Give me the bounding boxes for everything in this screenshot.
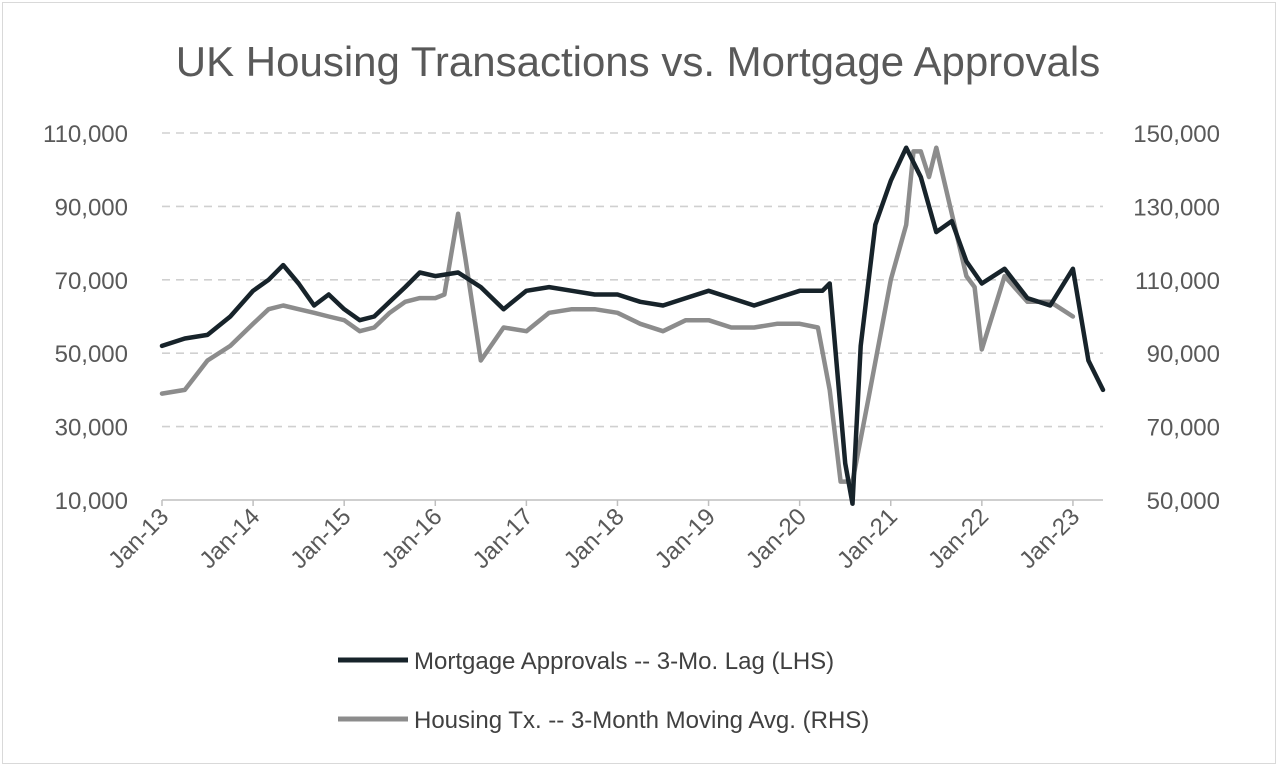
x-tick-label: Jan-15: [285, 503, 356, 574]
x-tick-label: Jan-14: [194, 503, 265, 574]
right-tick-label: 70,000: [1147, 415, 1220, 442]
left-tick-label: 50,000: [55, 341, 128, 368]
right-tick-label: 50,000: [1147, 488, 1220, 515]
x-tick-label: Jan-20: [741, 503, 812, 574]
x-tick-label: Jan-16: [377, 503, 448, 574]
right-tick-label: 90,000: [1147, 341, 1220, 368]
legend-label-mortgage: Mortgage Approvals -- 3-Mo. Lag (LHS): [414, 648, 834, 675]
right-axis: 50,000 70,000 90,000 110,000 130,000 150,000: [1133, 121, 1220, 515]
left-tick-label: 70,000: [55, 268, 128, 295]
chart-title: UK Housing Transactions vs. Mortgage App…: [176, 38, 1100, 85]
x-tick-label: Jan-18: [559, 503, 630, 574]
left-tick-label: 10,000: [55, 488, 128, 515]
left-tick-label: 110,000: [43, 121, 128, 148]
x-tick-label: Jan-21: [832, 503, 903, 574]
legend: Mortgage Approvals -- 3-Mo. Lag (LHS) Ho…: [338, 648, 869, 734]
series-line-housing-transactions: [159, 145, 1076, 484]
left-tick-label: 90,000: [55, 194, 128, 221]
right-tick-label: 110,000: [1135, 268, 1220, 295]
series-line-mortgage-approvals: [159, 145, 1106, 506]
x-tick-label: Jan-23: [1014, 503, 1085, 574]
right-tick-label: 150,000: [1133, 121, 1220, 148]
left-tick-label: 30,000: [55, 415, 128, 442]
x-tick-label: Jan-19: [650, 503, 721, 574]
series-lines: [159, 145, 1106, 506]
left-axis: 10,000 30,000 50,000 70,000 90,000 110,000: [43, 121, 128, 515]
grid-lines: [161, 132, 1103, 506]
x-axis: Jan-13 Jan-14 Jan-15 Jan-16 Jan-17 Jan-18 Jan-…: [103, 503, 1085, 574]
x-tick-label: Jan-17: [468, 503, 539, 574]
legend-label-housing: Housing Tx. -- 3-Month Moving Avg. (RHS): [414, 707, 869, 734]
x-tick-label: Jan-22: [923, 503, 994, 574]
right-tick-label: 130,000: [1133, 194, 1220, 221]
